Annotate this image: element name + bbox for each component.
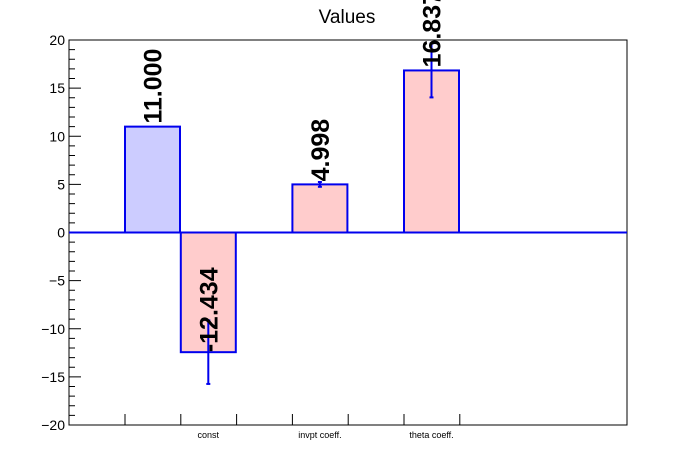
- y-tick-label: −5: [49, 273, 65, 289]
- x-category-label: const: [198, 430, 220, 440]
- bar-value-label: 11.000: [140, 49, 168, 124]
- y-tick-label: 5: [57, 176, 65, 192]
- y-tick-label: 15: [49, 80, 65, 96]
- x-category-label: theta coeff.: [409, 430, 453, 440]
- x-category-label: invpt coeff.: [298, 430, 341, 440]
- y-tick-label: 0: [57, 225, 65, 241]
- bar: [124, 125, 181, 234]
- bar: [291, 183, 349, 234]
- y-tick-label: 10: [49, 128, 65, 144]
- y-tick-label: 20: [49, 32, 65, 48]
- bar-value-label: -12.434: [195, 267, 223, 352]
- plot-area: −20 −15 −10 −5 0 5 10 15 20 11.000 -12.434 4.998 16.…: [41, 0, 628, 440]
- y-tick-label: −10: [41, 321, 65, 337]
- bar-value-label: 16.837: [419, 0, 447, 67]
- chart-title: Values: [319, 7, 376, 28]
- y-tick-label: −20: [41, 417, 65, 433]
- bar-value-label: 4.998: [307, 119, 335, 182]
- y-tick-label: −15: [41, 369, 65, 385]
